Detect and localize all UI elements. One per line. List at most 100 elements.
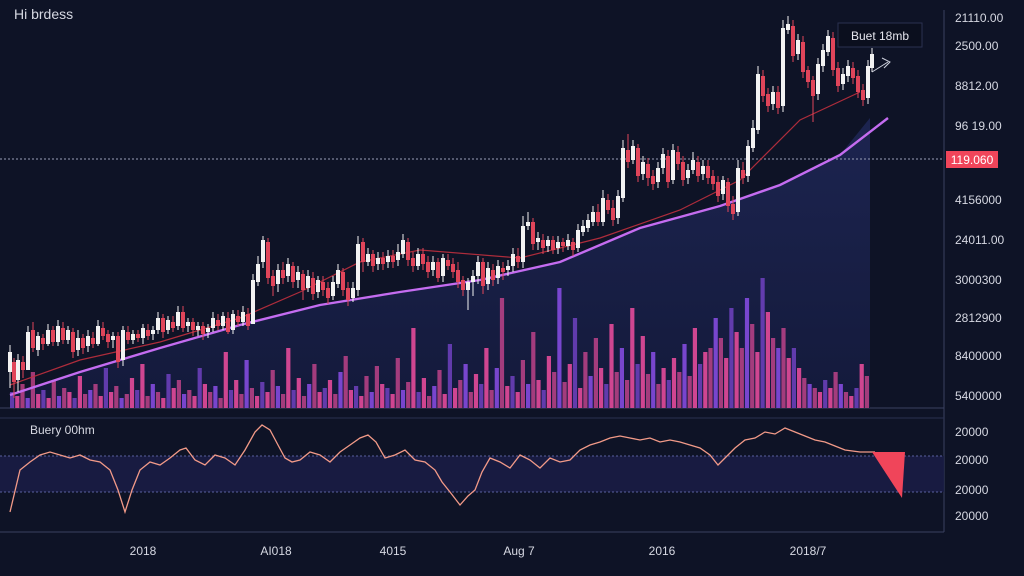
chart-title: Hi brdess (14, 6, 73, 22)
volume-bar (864, 376, 869, 408)
volume-bar (708, 348, 713, 408)
candle (296, 272, 300, 280)
candle (581, 226, 585, 232)
candlesticks (8, 16, 891, 398)
candle (136, 334, 140, 338)
tooltip-label: Buet 18mb (851, 29, 909, 43)
volume-bar (421, 378, 426, 408)
volume-bar (817, 392, 823, 408)
candle (141, 328, 145, 338)
candle (391, 256, 395, 262)
volume-bar (307, 384, 312, 408)
volume-bar (301, 396, 307, 408)
volume-bar (380, 384, 385, 408)
volume-bar (15, 396, 20, 408)
volume-bar (546, 356, 551, 408)
candle (176, 312, 180, 326)
x-tick-label: AI018 (260, 544, 292, 558)
candle (266, 242, 270, 278)
candle (781, 28, 785, 106)
candle (96, 326, 100, 344)
candle (726, 182, 730, 206)
volume-bar (83, 394, 88, 408)
candle (736, 168, 740, 212)
volume-bar (348, 390, 353, 408)
volume-bar (833, 372, 838, 408)
volume-bar (557, 288, 562, 408)
candle (531, 222, 535, 244)
candle (751, 128, 755, 148)
candle (541, 240, 545, 248)
oscillator-tick-label: 20000 (955, 483, 989, 497)
candle (451, 264, 455, 272)
x-tick-label: 2018 (130, 544, 157, 558)
candle (536, 238, 540, 242)
candle (611, 208, 615, 220)
oscillator-signal (872, 452, 905, 498)
candle (626, 150, 630, 162)
candle (466, 282, 470, 290)
candle (21, 362, 25, 370)
candle (476, 262, 480, 276)
candle (571, 242, 575, 250)
volume-bar (776, 348, 781, 408)
volume-bar (374, 366, 379, 408)
candle (716, 182, 720, 196)
candle (441, 258, 445, 276)
candle (221, 316, 225, 326)
candle (411, 258, 415, 266)
y-tick-label: 2812900 (955, 311, 1002, 325)
candle (791, 26, 795, 56)
candle (371, 254, 375, 266)
volume-bar (520, 360, 525, 408)
candle (56, 326, 60, 342)
volume-bar (526, 384, 531, 408)
candle (691, 160, 695, 170)
candle (746, 146, 750, 176)
volume-bar (114, 386, 119, 408)
volume-bar (479, 384, 484, 408)
candle (331, 282, 335, 296)
volume-bar (458, 380, 463, 408)
candle (576, 230, 580, 248)
volume-bar (98, 396, 103, 408)
volume-bar (651, 352, 656, 408)
candle (301, 274, 305, 290)
candle (556, 242, 560, 248)
candle (406, 242, 410, 260)
volume-bar (677, 372, 682, 408)
cursor-arrow (871, 57, 891, 73)
volume-bar (619, 348, 624, 408)
candle (546, 240, 550, 246)
candle (591, 212, 595, 222)
candle (606, 200, 610, 210)
candle (311, 278, 315, 294)
candle (191, 322, 195, 330)
oscillator-tick-label: 20000 (955, 509, 989, 523)
y-tick-label: 24011.00 (955, 233, 1004, 247)
volume-bar (166, 374, 171, 408)
volume-bar (46, 398, 51, 408)
candle (841, 74, 845, 84)
candle (776, 92, 780, 108)
volume-bar (609, 324, 614, 408)
volume-bar (395, 358, 400, 408)
candle (826, 36, 830, 52)
candle (341, 272, 345, 290)
candle (396, 252, 400, 260)
oscillator-title: Buery 00hm (30, 423, 95, 437)
volume-bar (218, 398, 223, 408)
volume-bar (124, 394, 129, 408)
candle (636, 148, 640, 176)
candle (216, 320, 220, 326)
oscillator-tick-label: 20000 (955, 425, 989, 439)
volume-bar (812, 388, 817, 408)
price-marker: 119.060 (946, 151, 998, 168)
volume-bar (249, 388, 254, 408)
volume-bar (645, 374, 651, 408)
volume-bar (77, 376, 82, 408)
volume-bar (755, 352, 760, 408)
area-fill (10, 118, 870, 408)
candle (316, 280, 320, 292)
